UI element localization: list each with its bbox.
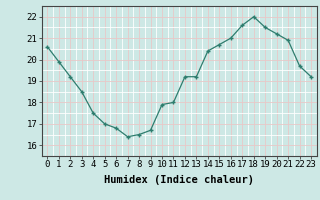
X-axis label: Humidex (Indice chaleur): Humidex (Indice chaleur) [104,175,254,185]
